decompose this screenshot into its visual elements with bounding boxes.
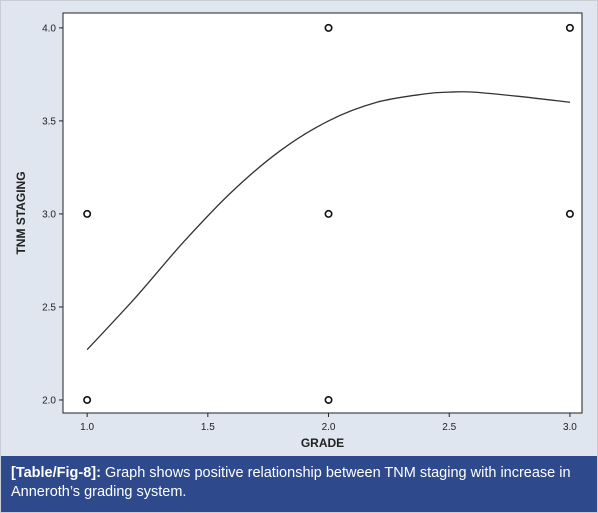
x-tick-label: 1.5	[201, 422, 215, 433]
x-tick-label: 1.0	[80, 422, 94, 433]
x-tick-label: 2.5	[442, 422, 456, 433]
x-tick-label: 3.0	[563, 422, 577, 433]
y-tick-label: 4.0	[42, 23, 56, 34]
data-point	[565, 23, 574, 32]
scatter-chart: 1.0 1.5 2.0 2.5 3.0 2.0 2.5 3.0 3.5 4.0 GRADE TNM S…	[14, 12, 583, 450]
data-point	[83, 395, 92, 404]
data-point	[324, 23, 333, 32]
data-point	[83, 209, 92, 218]
y-axis-label: TNM STAGING	[14, 171, 28, 254]
x-axis-label: GRADE	[301, 436, 344, 450]
data-point	[324, 209, 333, 218]
caption-text: Graph shows positive relationship betwee…	[11, 465, 571, 500]
data-point	[565, 209, 574, 218]
fit-line	[86, 91, 570, 351]
caption-ref: [Table/Fig-8]:	[11, 465, 101, 481]
y-tick-label: 2.5	[42, 302, 56, 313]
data-point	[324, 395, 333, 404]
y-tick-label: 3.0	[42, 209, 56, 220]
y-tick-label: 3.5	[42, 116, 56, 127]
y-tick-label: 2.0	[42, 395, 56, 406]
plot-area	[62, 12, 583, 414]
x-tick-label: 2.0	[322, 422, 336, 433]
figure-caption: [Table/Fig-8]: Graph shows positive rela…	[1, 456, 597, 512]
